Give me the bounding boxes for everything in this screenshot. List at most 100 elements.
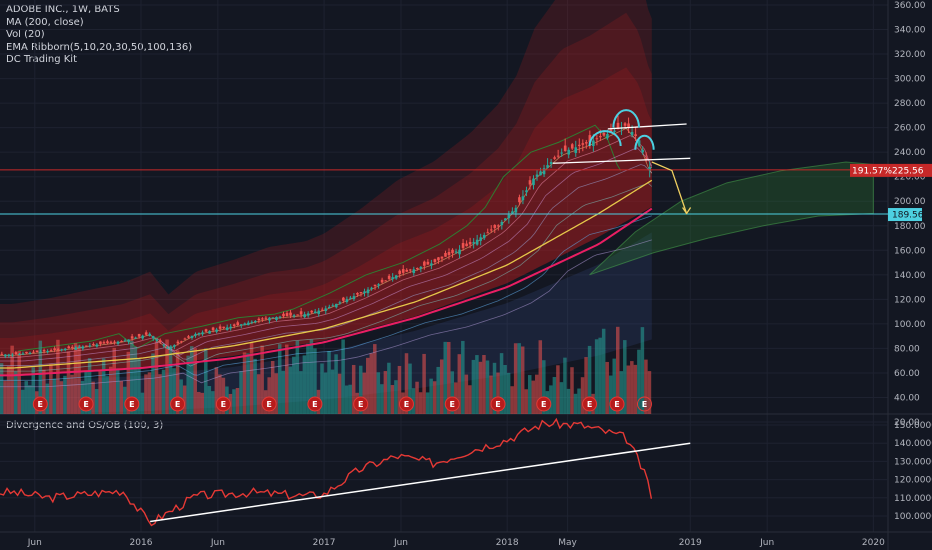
candle-body xyxy=(254,320,257,322)
volume-bar xyxy=(13,371,18,414)
legend-kit[interactable]: DC Trading Kit xyxy=(6,54,77,65)
candle-body xyxy=(599,136,602,138)
volume-bar xyxy=(147,372,152,414)
candle-body xyxy=(14,352,18,355)
candle-body xyxy=(387,275,391,279)
time-tick-label: 2019 xyxy=(679,538,702,548)
volume-bar xyxy=(277,344,282,414)
candle-body xyxy=(616,122,620,130)
volume-bar xyxy=(119,380,124,414)
earnings-label: E xyxy=(358,400,363,409)
candle-body xyxy=(352,296,356,300)
candle-body xyxy=(74,347,78,350)
volume-bar xyxy=(27,385,32,414)
volume-bar xyxy=(218,374,222,414)
price-tick-label: 180.00 xyxy=(894,222,926,232)
candle-body xyxy=(585,142,588,144)
candle-body xyxy=(377,284,380,286)
candle-body xyxy=(21,353,25,355)
volume-bar xyxy=(436,366,440,414)
volume-bar xyxy=(77,345,81,414)
volume-bar xyxy=(56,339,60,414)
candle-body xyxy=(465,243,468,247)
candle-body xyxy=(67,346,71,349)
earnings-marker xyxy=(582,396,598,412)
volume-bar xyxy=(123,386,127,414)
candle-body xyxy=(493,225,497,228)
candle-body xyxy=(479,237,482,241)
pattern-arc xyxy=(612,109,640,128)
candle-body xyxy=(268,317,271,321)
earnings-marker xyxy=(490,396,506,412)
candle-body xyxy=(623,123,627,126)
earnings-marker xyxy=(636,396,652,412)
candle-body xyxy=(609,129,613,133)
candle-body xyxy=(42,350,46,352)
volume-bar xyxy=(274,373,278,414)
oscillator-line xyxy=(0,417,653,527)
candle-body xyxy=(0,353,4,355)
candle-body xyxy=(232,324,236,326)
candle-body xyxy=(521,196,525,201)
candle-body xyxy=(176,341,180,344)
candle-body xyxy=(106,341,109,344)
candle-body xyxy=(342,297,345,301)
candle-body xyxy=(644,158,648,160)
volume-bar xyxy=(306,343,310,414)
candle-body xyxy=(511,211,514,214)
price-tick-label: 360.00 xyxy=(894,1,926,11)
candle-body xyxy=(187,336,190,338)
legend-ma[interactable]: MA (200, close) xyxy=(6,16,84,28)
candle-body xyxy=(313,311,317,314)
candle-body xyxy=(496,225,500,227)
time-tick-label: Jun xyxy=(210,538,225,548)
earnings-label: E xyxy=(587,400,592,409)
candle-body xyxy=(113,341,116,343)
price-tick-label: 60.00 xyxy=(894,369,920,379)
volume-bar xyxy=(144,374,148,414)
volume-bar xyxy=(66,351,71,414)
candle-body xyxy=(127,339,130,342)
candle-body xyxy=(433,259,437,263)
price-tick-label: 80.00 xyxy=(894,344,920,354)
volume-bar xyxy=(130,340,134,414)
volume-bar xyxy=(394,380,398,414)
candle-body xyxy=(299,311,303,315)
candle-body xyxy=(641,149,644,153)
legend-vol[interactable]: Vol (20) xyxy=(6,29,45,40)
candle-body xyxy=(468,241,472,245)
candle-body xyxy=(412,269,416,274)
volume-bar xyxy=(485,360,490,414)
candle-body xyxy=(56,349,60,351)
volume-bar xyxy=(52,378,57,414)
volume-bar xyxy=(91,381,95,414)
ema-ribbon-line xyxy=(0,239,652,388)
candle-body xyxy=(250,321,254,323)
volume-bar xyxy=(320,363,324,414)
candle-body xyxy=(359,292,363,294)
price-tick-label: 240.00 xyxy=(894,148,926,158)
candle-body xyxy=(296,314,299,316)
candle-body xyxy=(461,243,465,248)
candle-body xyxy=(169,347,173,349)
candle-body xyxy=(525,190,528,193)
candle-body xyxy=(303,314,306,318)
volume-bar xyxy=(235,388,240,414)
volume-bar xyxy=(158,374,162,414)
price-tick-label: 260.00 xyxy=(894,124,926,134)
volume-bar xyxy=(422,353,426,414)
price-tick-label: 320.00 xyxy=(894,50,926,60)
candle-body xyxy=(401,269,405,273)
earnings-marker xyxy=(215,396,231,412)
legend-ema[interactable]: EMA Ribborn(5,10,20,30,50,100,136) xyxy=(6,41,193,53)
volume-bar xyxy=(211,391,215,414)
candle-body xyxy=(588,135,592,143)
candle-body xyxy=(546,165,549,168)
legend-symbol[interactable]: ADOBE INC., 1W, BATS xyxy=(6,4,120,15)
time-tick-label: 2017 xyxy=(313,538,336,548)
earnings-label: E xyxy=(129,400,134,409)
candle-body xyxy=(408,269,412,271)
volume-bar xyxy=(549,385,553,414)
candles xyxy=(0,115,651,359)
